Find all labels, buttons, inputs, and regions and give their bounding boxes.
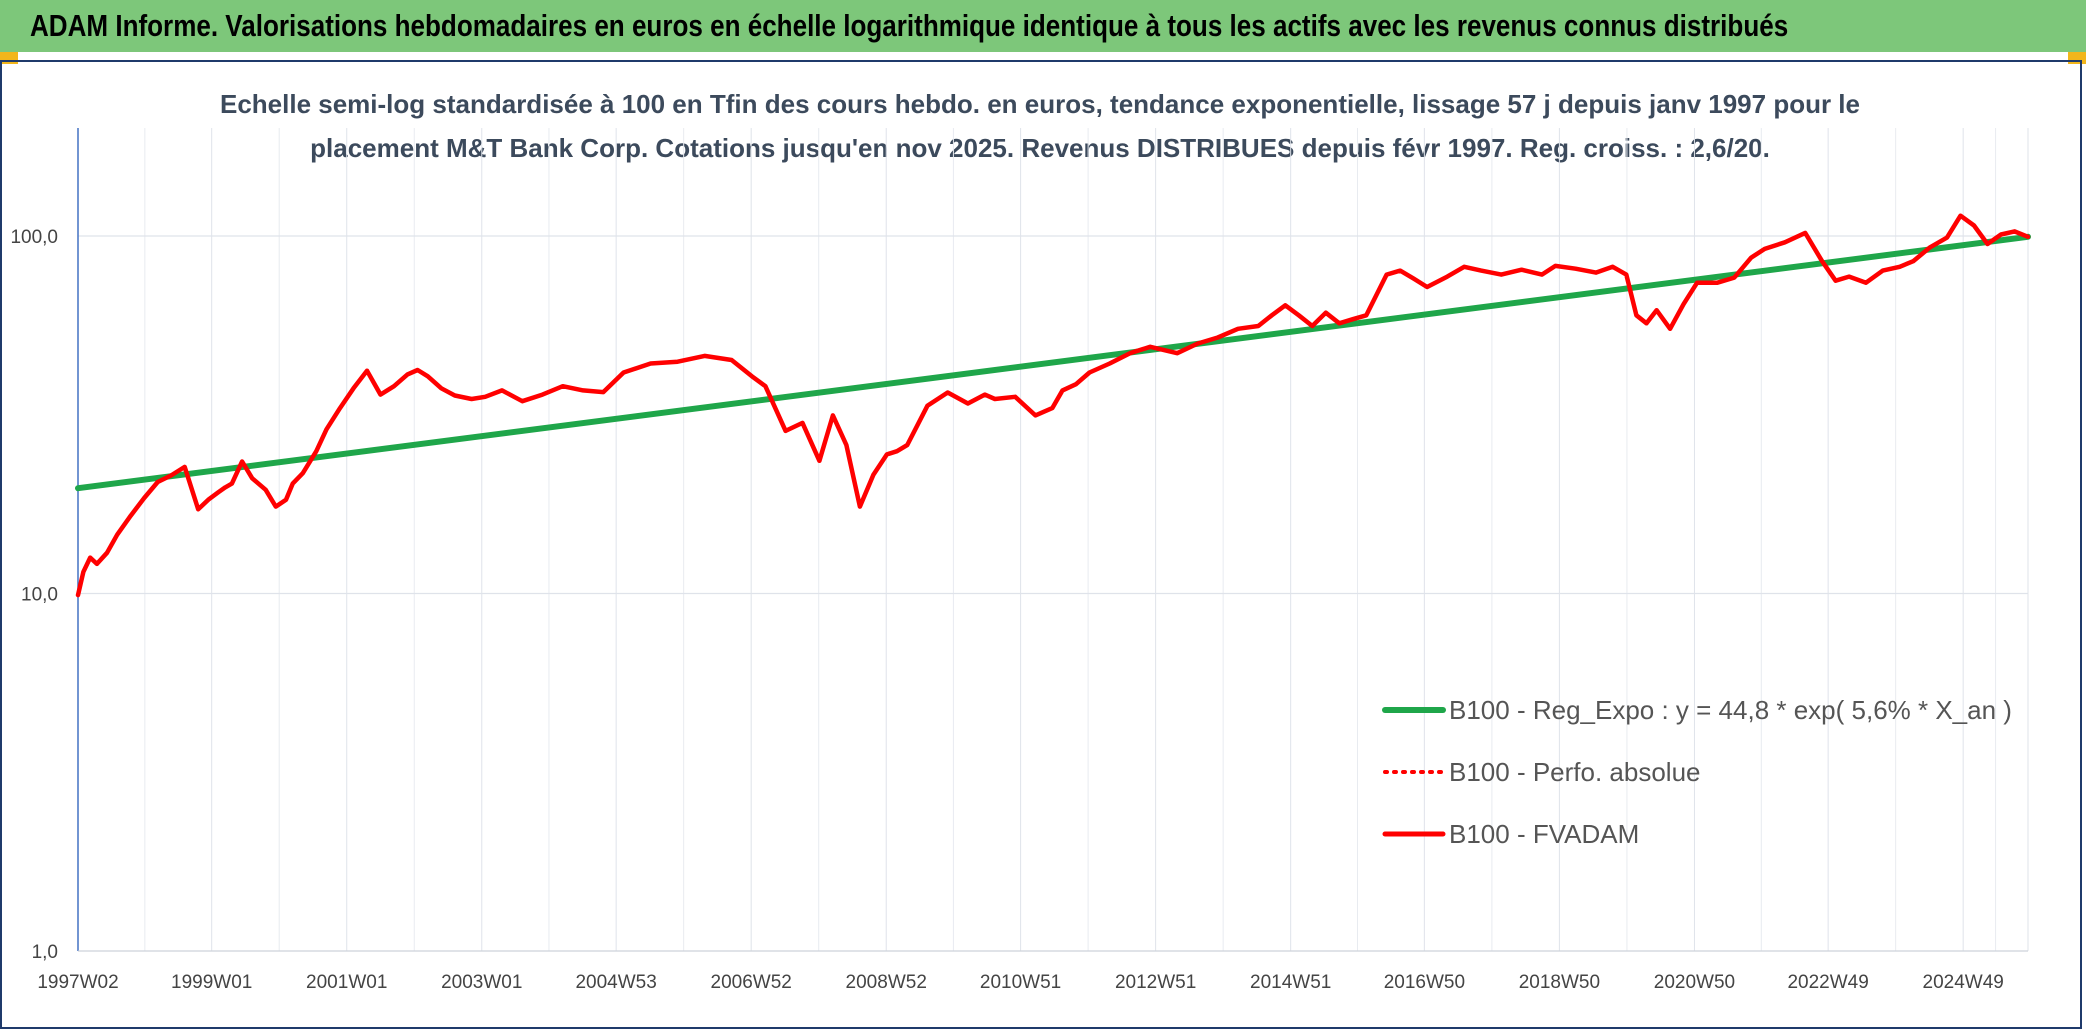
x-tick-label: 2003W01 [441, 972, 522, 993]
x-tick-label: 2020W50 [1654, 972, 1735, 993]
axes: 1997W02 1999W01 2001W01 2003W01 2004W53 2006W… [10, 128, 2028, 993]
x-tick-label: 2022W49 [1787, 972, 1868, 993]
x-tick-label: 2006W52 [711, 972, 792, 993]
x-tick-label: 1997W02 [37, 972, 118, 993]
x-tick-label: 2012W51 [1115, 972, 1196, 993]
header-banner: ADAM Informe. Valorisations hebdomadaire… [0, 0, 2086, 52]
x-tick-label: 2024W49 [1923, 972, 2004, 993]
legend-label: B100 - Reg_Expo : y = 44,8 * exp( 5,6% *… [1449, 695, 2012, 725]
y-tick-label: 1,0 [32, 942, 58, 963]
legend-label: B100 - Perfo. absolue [1449, 757, 1701, 787]
grid [78, 128, 2029, 952]
x-tick-label: 2001W01 [306, 972, 387, 993]
x-tick-label: 2010W51 [980, 972, 1061, 993]
fvadam-line [75, 213, 2031, 598]
y-tick-label: 100,0 [10, 227, 58, 248]
legend: B100 - Reg_Expo : y = 44,8 * exp( 5,6% *… [1382, 695, 2012, 849]
x-tick-label: 2018W50 [1519, 972, 1600, 993]
legend-label: B100 - FVADAM [1449, 819, 1639, 849]
page-title: ADAM Informe. Valorisations hebdomadaire… [30, 8, 1789, 43]
y-tick-label: 10,0 [21, 585, 58, 606]
chart-title-line1: Echelle semi-log standardisée à 100 en T… [220, 89, 1860, 119]
x-tick-label: 2008W52 [846, 972, 927, 993]
x-tick-label: 2014W51 [1250, 972, 1331, 993]
chart-title-line2: placement M&T Bank Corp. Cotations jusqu… [310, 133, 1770, 163]
trend-line [75, 233, 2031, 492]
x-tick-label: 1999W01 [171, 972, 252, 993]
series-layer [75, 213, 2031, 598]
chart-frame [0, 60, 2082, 1029]
x-tick-label: 2016W50 [1384, 972, 1465, 993]
x-tick-label: 2004W53 [575, 972, 656, 993]
